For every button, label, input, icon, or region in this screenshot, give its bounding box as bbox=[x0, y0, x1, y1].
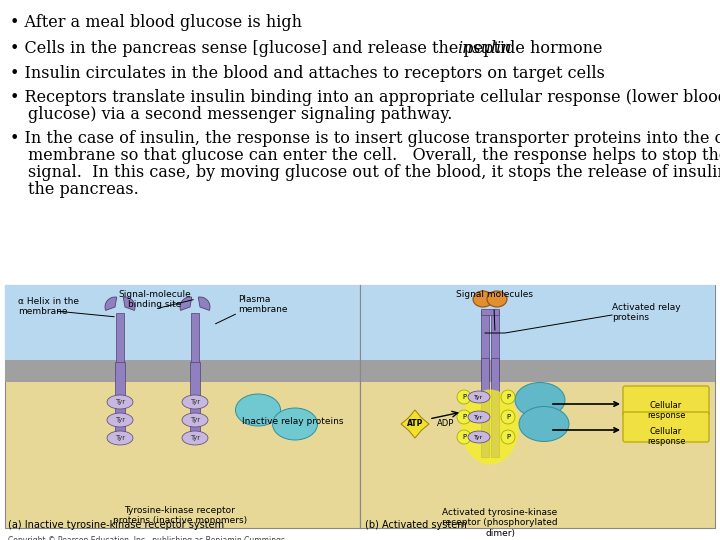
Text: insulin: insulin bbox=[457, 40, 511, 57]
Text: • After a meal blood glucose is high: • After a meal blood glucose is high bbox=[10, 14, 302, 31]
Circle shape bbox=[457, 430, 471, 444]
Text: P: P bbox=[506, 394, 510, 400]
Text: • Cells in the pancreas sense [glucose] and release the peptide hormone: • Cells in the pancreas sense [glucose] … bbox=[10, 40, 608, 57]
Text: Signal-molecule
binding site: Signal-molecule binding site bbox=[119, 290, 192, 309]
Text: Tyr: Tyr bbox=[474, 395, 484, 400]
Polygon shape bbox=[401, 410, 429, 438]
Ellipse shape bbox=[468, 391, 490, 403]
Text: the pancreas.: the pancreas. bbox=[28, 181, 139, 198]
Ellipse shape bbox=[107, 395, 133, 409]
Bar bbox=[481, 309, 499, 315]
Text: Tyr: Tyr bbox=[190, 399, 200, 405]
Ellipse shape bbox=[182, 413, 208, 427]
Text: Tyrosine-kinase receptor
proteins (inactive monomers): Tyrosine-kinase receptor proteins (inact… bbox=[113, 506, 247, 525]
Circle shape bbox=[501, 430, 515, 444]
Text: Plasma
membrane: Plasma membrane bbox=[238, 295, 287, 314]
FancyBboxPatch shape bbox=[623, 386, 709, 416]
Bar bbox=[5, 360, 360, 382]
Bar bbox=[360, 360, 715, 382]
Circle shape bbox=[457, 410, 471, 424]
Ellipse shape bbox=[461, 389, 519, 464]
Text: • In the case of insulin, the response is to insert glucose transporter proteins: • In the case of insulin, the response i… bbox=[10, 130, 720, 147]
Ellipse shape bbox=[107, 431, 133, 445]
Ellipse shape bbox=[519, 407, 569, 442]
Text: Tyr: Tyr bbox=[115, 435, 125, 441]
Wedge shape bbox=[123, 297, 135, 310]
Text: Signal molecules: Signal molecules bbox=[456, 290, 534, 299]
Text: Tyr: Tyr bbox=[190, 417, 200, 423]
Text: P: P bbox=[506, 434, 510, 440]
Text: P: P bbox=[462, 414, 466, 420]
Ellipse shape bbox=[468, 431, 490, 443]
Text: glucose) via a second messenger signaling pathway.: glucose) via a second messenger signalin… bbox=[28, 106, 452, 123]
Bar bbox=[5, 285, 360, 528]
Ellipse shape bbox=[515, 382, 565, 417]
Text: • Receptors translate insulin binding into an appropriate cellular response (low: • Receptors translate insulin binding in… bbox=[10, 89, 720, 106]
Text: (b) Activated system: (b) Activated system bbox=[365, 520, 467, 530]
Text: membrane so that glucose can enter the cell.   Overall, the response helps to st: membrane so that glucose can enter the c… bbox=[28, 147, 720, 164]
Text: ADP: ADP bbox=[437, 420, 454, 429]
Text: • Insulin circulates in the blood and attaches to receptors on target cells: • Insulin circulates in the blood and at… bbox=[10, 65, 605, 82]
Ellipse shape bbox=[235, 394, 281, 426]
Text: P: P bbox=[462, 394, 466, 400]
Bar bbox=[191, 313, 199, 380]
Bar bbox=[115, 362, 125, 437]
Bar bbox=[481, 358, 489, 457]
Text: Activated tyrosine-kinase
receptor (phosphorylated
dimer): Activated tyrosine-kinase receptor (phos… bbox=[442, 508, 558, 538]
Circle shape bbox=[457, 390, 471, 404]
Ellipse shape bbox=[468, 411, 490, 423]
Ellipse shape bbox=[487, 291, 507, 307]
Text: Tyr: Tyr bbox=[115, 417, 125, 423]
Ellipse shape bbox=[182, 431, 208, 445]
Bar bbox=[5, 285, 360, 360]
Text: ATP: ATP bbox=[407, 420, 423, 429]
Text: Tyr: Tyr bbox=[474, 415, 484, 420]
Text: Activated relay
proteins: Activated relay proteins bbox=[612, 303, 680, 322]
Text: Tyr: Tyr bbox=[474, 435, 484, 440]
Wedge shape bbox=[180, 297, 192, 310]
Text: Cellular
response: Cellular response bbox=[647, 427, 685, 447]
Ellipse shape bbox=[272, 408, 318, 440]
Wedge shape bbox=[105, 297, 117, 310]
Text: Tyr: Tyr bbox=[115, 399, 125, 405]
Ellipse shape bbox=[473, 291, 493, 307]
Text: Copyright © Pearson Education, Inc., publishing as Benjamin Cummings.: Copyright © Pearson Education, Inc., pub… bbox=[8, 536, 287, 540]
FancyBboxPatch shape bbox=[623, 412, 709, 442]
Bar bbox=[360, 285, 715, 360]
Bar bbox=[116, 313, 124, 380]
Text: P: P bbox=[506, 414, 510, 420]
Text: (a) Inactive tyrosine-kinase receptor system: (a) Inactive tyrosine-kinase receptor sy… bbox=[8, 520, 224, 530]
Circle shape bbox=[501, 410, 515, 424]
Text: α Helix in the
membrane: α Helix in the membrane bbox=[18, 297, 79, 316]
Ellipse shape bbox=[107, 413, 133, 427]
Text: P: P bbox=[462, 434, 466, 440]
Text: Cellular
response: Cellular response bbox=[647, 401, 685, 421]
Bar bbox=[491, 311, 499, 380]
Ellipse shape bbox=[182, 395, 208, 409]
Bar bbox=[190, 362, 200, 437]
Bar bbox=[491, 358, 499, 457]
Wedge shape bbox=[198, 297, 210, 310]
Text: signal.  In this case, by moving glucose out of the blood, it stops the release : signal. In this case, by moving glucose … bbox=[28, 164, 720, 181]
Circle shape bbox=[501, 390, 515, 404]
Bar bbox=[360, 285, 715, 528]
Text: Tyr: Tyr bbox=[190, 435, 200, 441]
Bar bbox=[481, 311, 489, 380]
Text: Inactive relay proteins: Inactive relay proteins bbox=[242, 417, 343, 426]
